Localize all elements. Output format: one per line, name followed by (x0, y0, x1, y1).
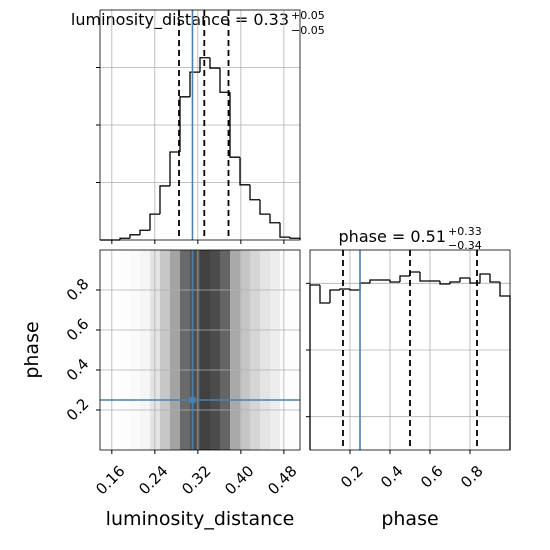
density-column (140, 250, 150, 450)
density-column (120, 250, 130, 450)
histogram-step (389, 280, 400, 283)
histogram-step (409, 271, 420, 276)
density-column (100, 250, 110, 450)
panel-title: phase = 0.51 (339, 227, 446, 246)
histogram-step (449, 281, 460, 284)
title-upper: +0.33 (448, 225, 482, 238)
histogram-step (459, 277, 470, 282)
histogram-step (469, 278, 480, 284)
histogram-step (259, 199, 270, 215)
title-lower: −0.05 (291, 24, 325, 37)
histogram-step (439, 281, 450, 285)
histogram-step (179, 96, 190, 153)
density-column (110, 250, 120, 450)
density-column (220, 250, 230, 450)
density-column (210, 250, 220, 450)
histogram-step (169, 151, 180, 186)
density-column (160, 250, 170, 450)
histogram-step (219, 68, 230, 93)
density-column (280, 250, 290, 450)
x-tick-label: 0.16 (92, 462, 128, 498)
histogram-step (289, 237, 301, 240)
density-column (250, 250, 260, 450)
panel-frame (99, 249, 301, 451)
x-tick-label: 0.2 (337, 462, 367, 492)
histogram-step (309, 284, 320, 450)
density-column (260, 250, 270, 450)
histogram-step (339, 288, 350, 290)
histogram-step (399, 275, 410, 282)
x-axis-label: luminosity_distance (106, 508, 295, 530)
x-tick-label: 0.32 (178, 462, 214, 498)
panel-frame (99, 9, 301, 241)
title-lower: −0.34 (448, 239, 482, 252)
density-column (290, 250, 300, 450)
y-axis-label: phase (21, 321, 43, 378)
density-column (170, 250, 180, 450)
y-tick-label: 0.6 (63, 315, 93, 345)
histogram-step (189, 71, 200, 97)
density-column (230, 250, 240, 450)
histogram-step (479, 273, 490, 283)
histogram-step (139, 229, 150, 235)
panel-frame (309, 249, 511, 451)
y-tick-label: 0.2 (63, 395, 93, 425)
density-column (200, 250, 210, 450)
histogram-step (229, 92, 240, 158)
histogram-step (329, 289, 340, 303)
histogram-step (269, 214, 280, 224)
histogram-step (489, 274, 500, 283)
title-upper: +0.05 (291, 9, 325, 22)
histogram-step (249, 184, 260, 201)
histogram-step (369, 279, 380, 283)
density-column (130, 250, 140, 450)
histogram-step (119, 237, 130, 240)
histogram-step (419, 272, 430, 282)
histogram-step (209, 57, 220, 69)
y-tick-label: 0.4 (63, 355, 93, 385)
histogram-step (349, 289, 360, 291)
density-column (270, 250, 280, 450)
histogram-step (499, 282, 511, 450)
density-column (190, 250, 200, 450)
panel-title: luminosity_distance = 0.33 (71, 10, 289, 30)
truth-point (189, 397, 196, 403)
x-tick-label: 0.40 (221, 462, 257, 498)
histogram-step (239, 157, 250, 186)
density-column (240, 250, 250, 450)
histogram-step (279, 222, 290, 238)
density-column (180, 250, 190, 450)
histogram-step (159, 185, 170, 215)
x-tick-label: 0.48 (264, 462, 300, 498)
y-tick-label: 0.8 (63, 275, 93, 305)
x-tick-label: 0.8 (457, 462, 487, 492)
histogram-step (129, 234, 140, 239)
histogram-step (359, 282, 370, 290)
histogram-step (319, 285, 330, 304)
histogram-step (199, 57, 210, 73)
x-tick-label: 0.6 (417, 462, 447, 492)
x-axis-label: phase (381, 508, 438, 530)
x-tick-label: 0.4 (377, 462, 407, 492)
x-tick-label: 0.24 (135, 462, 171, 498)
histogram-step (149, 213, 160, 231)
